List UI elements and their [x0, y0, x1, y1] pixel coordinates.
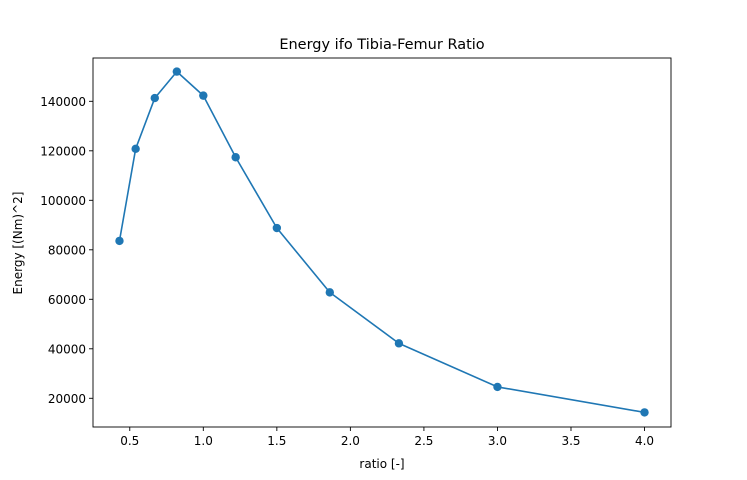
y-tick-label: 20000: [48, 392, 86, 406]
y-tick-label: 100000: [40, 194, 86, 208]
x-tick-label: 1.5: [267, 434, 286, 448]
x-tick-label: 3.0: [488, 434, 507, 448]
data-point: [172, 67, 182, 76]
x-tick-label: 2.0: [341, 434, 360, 448]
y-tick-label: 80000: [48, 243, 86, 257]
plot-area: 0.5 1.0 1.5 2.0 2.5 3.0 3.5 4.0 20000 40000 60000 8…: [40, 57, 672, 448]
data-point: [325, 288, 334, 297]
data-point: [199, 91, 208, 100]
x-tick-label: 0.5: [120, 434, 139, 448]
y-tick-label: 40000: [48, 342, 86, 356]
data-point: [115, 236, 124, 246]
data-point: [272, 223, 282, 233]
x-axis-label: ratio [-]: [359, 457, 404, 471]
data-point: [394, 339, 404, 348]
y-tick-label: 60000: [48, 293, 86, 307]
data-point: [131, 144, 140, 154]
x-tick-label: 3.5: [561, 434, 580, 448]
data-point: [640, 408, 649, 417]
series-line: [118, 70, 645, 414]
data-point: [231, 153, 240, 162]
y-tick-label: 140000: [40, 95, 86, 109]
x-tick-label: 4.0: [635, 434, 654, 448]
y-axis-label: Energy [(Nm)^2]: [11, 192, 25, 295]
x-tick-label: 2.5: [414, 434, 433, 448]
x-tick-label: 1.0: [194, 434, 213, 448]
y-tick-label: 120000: [40, 144, 86, 158]
chart-title: Energy ifo Tibia-Femur Ratio: [279, 37, 484, 53]
data-point: [150, 93, 159, 103]
plot-frame: [92, 57, 672, 428]
data-point: [493, 382, 502, 392]
